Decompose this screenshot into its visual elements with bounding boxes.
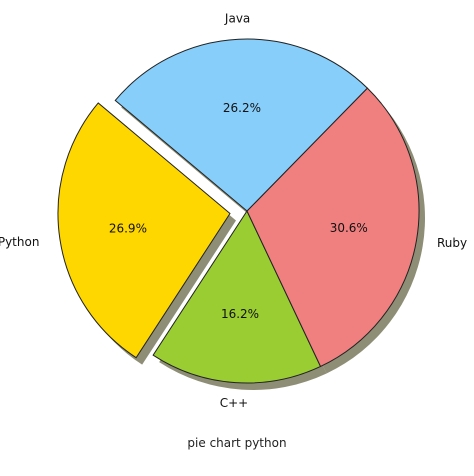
percent-label-cplusplus: 16.2% [221, 307, 259, 321]
category-label-ruby: Ruby [437, 236, 467, 250]
pie-chart: Python 26.9% C++ 16.2% Ruby 30.6% Java 26.2% [0, 12, 467, 411]
percent-label-ruby: 30.6% [330, 221, 368, 235]
slice-python [57, 102, 231, 359]
chart-caption: pie chart python [187, 436, 287, 450]
percent-label-python: 26.9% [109, 222, 147, 236]
pie-slices [57, 38, 420, 384]
pie-labels: Python 26.9% C++ 16.2% Ruby 30.6% Java 26.2% [0, 12, 467, 411]
slice-cplusplus [152, 209, 322, 384]
category-label-python: Python [0, 235, 39, 249]
category-label-cplusplus: C++ [220, 396, 249, 410]
category-label-java: Java [224, 12, 250, 26]
percent-label-java: 26.2% [223, 101, 261, 115]
slice-java [114, 38, 369, 212]
slice-ruby [246, 87, 420, 368]
